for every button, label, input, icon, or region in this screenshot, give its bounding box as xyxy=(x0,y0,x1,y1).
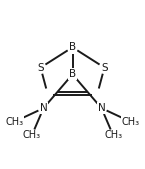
Text: B: B xyxy=(69,69,76,79)
Text: S: S xyxy=(37,63,44,73)
Text: N: N xyxy=(98,103,105,113)
Text: S: S xyxy=(101,63,108,73)
Text: CH₃: CH₃ xyxy=(122,117,139,127)
Text: CH₃: CH₃ xyxy=(23,130,41,140)
Text: CH₃: CH₃ xyxy=(104,130,122,140)
Text: N: N xyxy=(40,103,47,113)
Text: B: B xyxy=(69,42,76,52)
Text: CH₃: CH₃ xyxy=(6,117,23,127)
